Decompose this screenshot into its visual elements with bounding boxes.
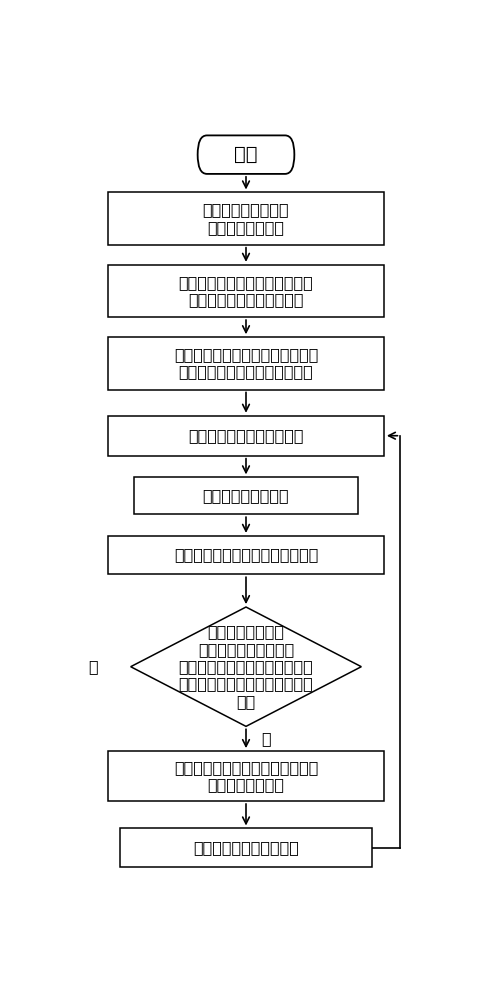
Text: 根据当前的径向矿焦比曲线完成当
前的高炉布料过程: 根据当前的径向矿焦比曲线完成当 前的高炉布料过程 bbox=[174, 760, 318, 792]
Bar bbox=[108, 536, 384, 574]
Text: 进行下一次高炉布料控制: 进行下一次高炉布料控制 bbox=[193, 840, 299, 855]
Text: 否: 否 bbox=[262, 731, 271, 746]
Text: 建立高炉布料过程控制模型: 建立高炉布料过程控制模型 bbox=[188, 428, 304, 443]
Text: 是: 是 bbox=[89, 659, 98, 674]
Bar bbox=[120, 828, 372, 867]
Text: 建立高炉布料各控制参量与当前
形成的布料料面的函数关系: 建立高炉布料各控制参量与当前 形成的布料料面的函数关系 bbox=[179, 275, 313, 307]
Text: 径向矿焦比曲线的
误差大于误差允许值或
当前高炉布料过程中的布料料面
与料面曲线的误差大于误差允许
值？: 径向矿焦比曲线的 误差大于误差允许值或 当前高炉布料过程中的布料料面 与料面曲线… bbox=[179, 624, 313, 709]
Polygon shape bbox=[131, 607, 361, 726]
Bar bbox=[108, 416, 384, 456]
Text: 对当前高炉布料过程进行实时控制: 对当前高炉布料过程进行实时控制 bbox=[174, 548, 318, 563]
Bar bbox=[108, 751, 384, 801]
Bar bbox=[108, 192, 384, 245]
Bar bbox=[108, 265, 384, 317]
FancyBboxPatch shape bbox=[198, 135, 294, 174]
Bar bbox=[134, 477, 358, 514]
Text: 开始: 开始 bbox=[234, 145, 258, 164]
Bar bbox=[108, 337, 384, 389]
Text: 确定最优的控制参量: 确定最优的控制参量 bbox=[203, 488, 289, 503]
Text: 建立当前形成的布料料面与料面下
降后的布料料面之间的函数关系: 建立当前形成的布料料面与料面下 降后的布料料面之间的函数关系 bbox=[174, 347, 318, 380]
Text: 采集高炉炉料参数和
高炉炉体设备参数: 采集高炉炉料参数和 高炉炉体设备参数 bbox=[203, 202, 289, 235]
